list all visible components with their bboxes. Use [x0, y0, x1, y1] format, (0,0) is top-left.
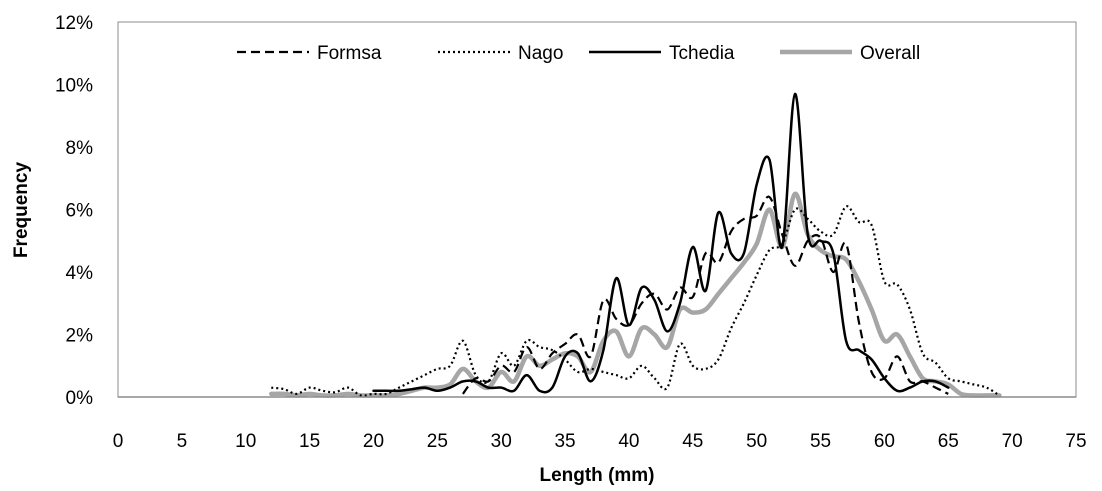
legend: Formsa Nago Tchedia Overall	[237, 43, 920, 64]
series-line-tchedia	[372, 92, 950, 394]
y-tick-label: 0%	[66, 388, 94, 409]
y-tick-label: 10%	[55, 76, 93, 97]
y-axis-ticks: 0% 2% 4% 6% 8% 10% 12%	[55, 13, 93, 409]
x-tick-label: 30	[491, 431, 512, 452]
plot-area-border	[117, 21, 1077, 398]
legend-label-tchedia: Tchedia	[669, 43, 735, 64]
x-tick-label: 25	[427, 431, 448, 452]
y-tick-label: 2%	[66, 326, 94, 347]
legend-label-nago: Nago	[518, 43, 563, 64]
series-line-formsa	[462, 195, 949, 395]
x-tick-label: 45	[682, 431, 703, 452]
x-tick-label: 40	[618, 431, 639, 452]
legend-label-overall: Overall	[860, 43, 920, 64]
x-tick-label: 55	[810, 431, 831, 452]
x-tick-label: 75	[1065, 431, 1086, 452]
series-line-overall	[269, 191, 1002, 398]
x-tick-label: 50	[746, 431, 767, 452]
y-tick-label: 4%	[66, 263, 94, 284]
y-axis-title: Frequency	[11, 162, 32, 259]
x-tick-label: 10	[235, 431, 256, 452]
y-tick-label: 8%	[66, 138, 94, 159]
x-tick-label: 15	[299, 431, 320, 452]
x-tick-label: 35	[554, 431, 575, 452]
legend-label-formsa: Formsa	[317, 43, 382, 64]
x-tick-label: 65	[938, 431, 959, 452]
x-axis-title: Length (mm)	[539, 465, 654, 486]
x-tick-label: 0	[113, 431, 124, 452]
x-tick-label: 70	[1002, 431, 1023, 452]
x-tick-label: 5	[177, 431, 188, 452]
x-tick-label: 20	[363, 431, 384, 452]
series-layer	[269, 92, 1002, 398]
x-tick-label: 60	[874, 431, 895, 452]
y-tick-label: 12%	[55, 13, 93, 34]
x-axis-ticks: 0 5 10 15 20 25 30 35 40 45 50 55 60 65 70 75	[113, 431, 1087, 452]
y-tick-label: 6%	[66, 201, 94, 222]
